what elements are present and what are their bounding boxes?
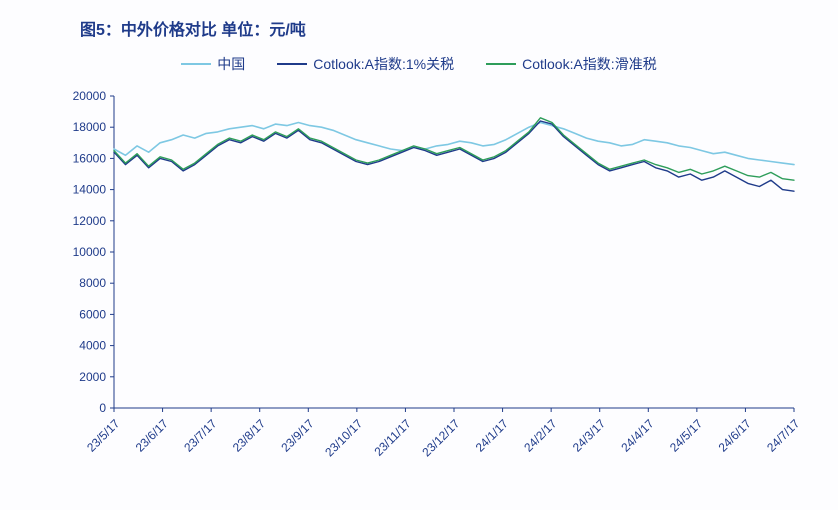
legend-label-china: 中国 — [217, 54, 245, 74]
svg-text:18000: 18000 — [73, 120, 107, 134]
svg-text:23/12/17: 23/12/17 — [419, 416, 462, 459]
svg-text:24/2/17: 24/2/17 — [521, 416, 559, 454]
legend-label-cotlook1: Cotlook:A指数:1%关税 — [313, 54, 454, 74]
legend-swatch-china — [181, 63, 211, 65]
svg-text:23/6/17: 23/6/17 — [133, 416, 171, 454]
svg-text:23/7/17: 23/7/17 — [181, 416, 219, 454]
svg-text:24/7/17: 24/7/17 — [764, 416, 802, 454]
svg-text:8000: 8000 — [79, 276, 106, 290]
svg-text:23/8/17: 23/8/17 — [230, 416, 268, 454]
svg-text:24/6/17: 24/6/17 — [716, 416, 754, 454]
svg-text:23/11/17: 23/11/17 — [371, 416, 414, 459]
svg-text:2000: 2000 — [79, 370, 106, 384]
legend: 中国 Cotlook:A指数:1%关税 Cotlook:A指数:滑准税 — [0, 54, 838, 74]
svg-text:0: 0 — [99, 401, 106, 415]
svg-text:24/1/17: 24/1/17 — [473, 416, 511, 454]
svg-text:24/4/17: 24/4/17 — [618, 416, 656, 454]
legend-label-cotlook2: Cotlook:A指数:滑准税 — [522, 54, 657, 74]
svg-text:4000: 4000 — [79, 339, 106, 353]
legend-swatch-cotlook1 — [277, 63, 307, 65]
legend-item-cotlook1: Cotlook:A指数:1%关税 — [277, 54, 454, 74]
svg-text:24/5/17: 24/5/17 — [667, 416, 705, 454]
legend-swatch-cotlook2 — [486, 63, 516, 65]
svg-text:6000: 6000 — [79, 307, 106, 321]
svg-text:16000: 16000 — [73, 151, 107, 165]
svg-text:20000: 20000 — [73, 89, 107, 103]
svg-text:12000: 12000 — [73, 214, 107, 228]
svg-text:23/5/17: 23/5/17 — [84, 416, 122, 454]
chart-title: 图5：中外价格对比 单位：元/吨 — [80, 16, 306, 40]
svg-text:14000: 14000 — [73, 183, 107, 197]
svg-text:10000: 10000 — [73, 245, 107, 259]
svg-text:24/3/17: 24/3/17 — [570, 416, 608, 454]
chart-area: 0 2000 4000 6000 8000 10000 12000 14000 16000 180… — [64, 88, 804, 468]
line-chart: 0 2000 4000 6000 8000 10000 12000 14000 16000 180… — [64, 88, 804, 468]
svg-text:23/9/17: 23/9/17 — [278, 416, 316, 454]
legend-item-cotlook2: Cotlook:A指数:滑准税 — [486, 54, 657, 74]
svg-text:23/10/17: 23/10/17 — [322, 416, 365, 459]
legend-item-china: 中国 — [181, 54, 245, 74]
